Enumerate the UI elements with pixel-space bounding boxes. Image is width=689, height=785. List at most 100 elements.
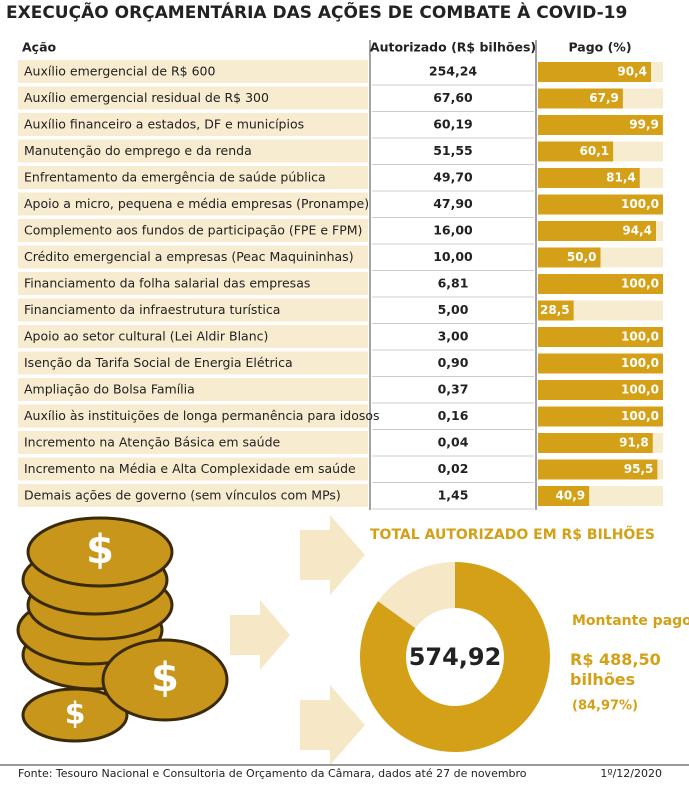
- row-bg: [18, 86, 368, 110]
- paid-label: 100,0: [621, 330, 659, 344]
- action: Financiamento da infraestrutura turístic…: [24, 302, 280, 317]
- action: Manutenção do emprego e da renda: [24, 143, 252, 158]
- action: Apoio a micro, pequena e média empresas …: [24, 196, 369, 211]
- action: Demais ações de governo (sem vínculos co…: [24, 488, 341, 503]
- paid-bar: [538, 88, 623, 109]
- authorized: 3,00: [438, 329, 469, 344]
- paid-label: 100,0: [621, 383, 659, 397]
- action: Incremento na Média e Alta Complexidade …: [24, 461, 356, 476]
- action: Ampliação do Bolsa Família: [24, 382, 195, 397]
- row-bg: [18, 431, 368, 454]
- paid-bar: [538, 62, 651, 82]
- row-bg: [18, 139, 368, 163]
- action: Auxílio emergencial de R$ 600: [24, 64, 216, 79]
- row-bg: [18, 272, 368, 295]
- svg-text:$: $: [151, 655, 179, 701]
- authorized: 47,90: [433, 196, 473, 211]
- authorized: 254,24: [429, 64, 478, 79]
- paid-amount-box: R$ 488,50 bilhões: [570, 650, 661, 689]
- authorized: 60,19: [433, 117, 473, 132]
- row-bg: [18, 60, 368, 83]
- paid-label: 28,5: [540, 303, 570, 317]
- paid-label: 40,9: [556, 489, 586, 503]
- paid-bar: [538, 300, 574, 321]
- header-authorized: Autorizado (R$ bilhões): [370, 40, 536, 55]
- svg-text:$: $: [86, 527, 114, 573]
- donut-paid: [360, 562, 551, 752]
- paid-label: 94,4: [622, 224, 652, 238]
- paid-label: 81,4: [606, 171, 636, 185]
- row-bg: [18, 325, 368, 348]
- action: Enfrentamento da emergência de saúde púb…: [24, 170, 326, 185]
- authorized: 49,70: [433, 170, 473, 185]
- row-bg: [18, 192, 368, 216]
- authorized: 0,16: [438, 408, 469, 423]
- date: 1º/12/2020: [600, 767, 662, 780]
- action: Incremento na Atenção Básica em saúde: [24, 435, 280, 450]
- paid-label: 67,9: [589, 91, 619, 105]
- row-bg: [18, 113, 368, 136]
- row-bg: [18, 404, 368, 428]
- authorized: 0,02: [438, 461, 469, 476]
- paid-bar: [538, 194, 663, 215]
- paid-bar: [538, 327, 663, 347]
- svg-text:$: $: [65, 697, 86, 732]
- paid-label: 100,0: [621, 197, 659, 211]
- header-action: Ação: [22, 40, 57, 55]
- paid-bar: [538, 168, 640, 188]
- authorized: 51,55: [433, 143, 473, 158]
- paid-label: 90,4: [617, 65, 647, 79]
- paid-label: 100,0: [621, 409, 659, 423]
- paid-label: 91,8: [619, 436, 649, 450]
- coins: $ $ $: [16, 515, 365, 765]
- paid-amount: R$ 488,50 bilhões: [570, 650, 661, 689]
- action: Auxílio às instituições de longa permanê…: [24, 408, 380, 423]
- action: Apoio ao setor cultural (Lei Aldir Blanc…: [24, 329, 268, 344]
- paid-bar: [538, 115, 663, 135]
- action: Auxílio emergencial residual de R$ 300: [24, 90, 269, 105]
- action: Financiamento da folha salarial das empr…: [24, 276, 310, 291]
- paid-label: 60,1: [580, 144, 610, 158]
- header-paid: Pago (%): [568, 40, 631, 55]
- donut-title: TOTAL AUTORIZADO EM R$ BILHÕES: [370, 525, 655, 543]
- authorized: 5,00: [438, 302, 469, 317]
- authorized: 0,90: [438, 355, 469, 370]
- authorized: 10,00: [433, 249, 473, 264]
- authorized: 16,00: [433, 223, 473, 238]
- source: Fonte: Tesouro Nacional e Consultoria de…: [18, 767, 527, 780]
- title: EXECUÇÃO ORÇAMENTÁRIA DAS AÇÕES DE COMBA…: [6, 0, 627, 23]
- row-bg: [18, 484, 368, 507]
- authorized: 67,60: [433, 90, 473, 105]
- paid-label: 100,0: [621, 277, 659, 291]
- paid-bar: [538, 353, 663, 374]
- paid-bar: [538, 459, 658, 480]
- paid-label: 100,0: [621, 356, 659, 370]
- row-bg: [18, 351, 368, 375]
- authorized: 0,04: [438, 435, 469, 450]
- paid-bar: [538, 274, 663, 294]
- paid-bar: [538, 380, 663, 400]
- row-bg: [18, 298, 368, 322]
- paid-label: 50,0: [567, 250, 597, 264]
- paid-label: 99,9: [629, 118, 659, 132]
- row-bg: [18, 378, 368, 401]
- row-bg: [18, 166, 368, 189]
- donut-total: 574,92: [409, 643, 502, 671]
- paid-bar: [538, 486, 590, 506]
- row-bg: [18, 219, 368, 242]
- action: Complemento aos fundos de participação (…: [24, 223, 362, 238]
- paid-bar: [538, 247, 601, 268]
- row-bg: [18, 245, 368, 269]
- paid-bar: [538, 221, 656, 241]
- paid-bar: [538, 141, 614, 162]
- paid-label: 95,5: [624, 462, 654, 476]
- action: Auxílio financeiro a estados, DF e munic…: [24, 117, 304, 132]
- authorized: 6,81: [438, 276, 469, 291]
- action: Isenção da Tarifa Social de Energia Elét…: [24, 355, 293, 370]
- authorized: 1,45: [438, 488, 469, 503]
- action: Crédito emergencial a empresas (Peac Maq…: [24, 249, 354, 264]
- row-bg: [18, 457, 368, 481]
- paid-bar: [538, 406, 663, 427]
- paid-bar: [538, 433, 653, 453]
